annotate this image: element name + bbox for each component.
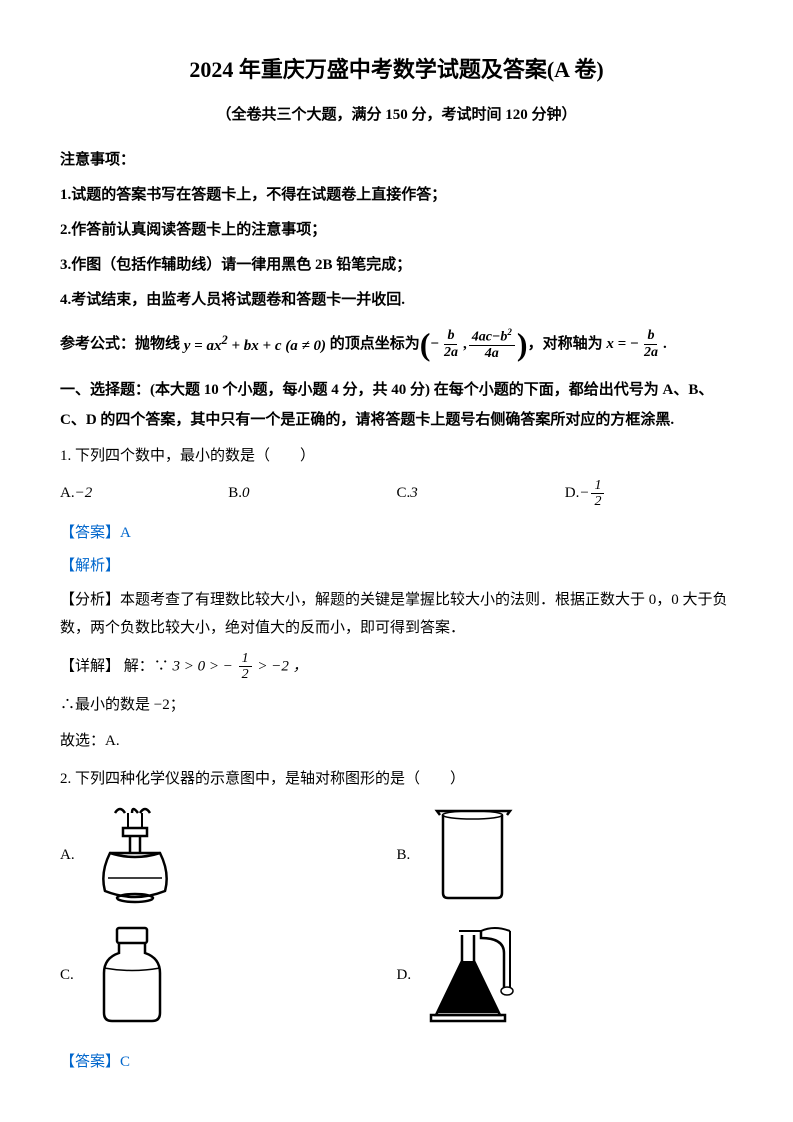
q2-optb-label: B. <box>397 842 411 869</box>
q1-optb-val: 0 <box>242 480 250 507</box>
notice-item-2: 2.作答前认真阅读答题卡上的注意事项； <box>60 217 733 244</box>
q1-optd-den: 2 <box>591 494 604 509</box>
q1-options: A. −2 B. 0 C. 3 D. −12 <box>60 478 733 510</box>
notice-item-1: 1.试题的答案书写在答题卡上，不得在试题卷上直接作答； <box>60 182 733 209</box>
q1-detail: 【详解】 解：∵ 3 > 0 > − 12 > −2 ， <box>60 651 733 683</box>
formula-mid2: ，对称轴为 <box>528 331 603 358</box>
q1-opta-val: −2 <box>75 480 93 507</box>
q1-conclusion: ∴最小的数是 −2； <box>60 691 733 720</box>
q1-analysis: 【分析】本题考查了有理数比较大小，解题的关键是掌握比较大小的法则．根据正数大于 … <box>60 586 733 643</box>
formula-equation: y = ax2 + bx + c (a ≠ 0) <box>180 329 330 360</box>
q1-option-b: B. 0 <box>228 478 396 510</box>
q1-choice: 故选：A. <box>60 727 733 756</box>
q2-optc-label: C. <box>60 962 74 989</box>
q2-option-c: C. <box>60 923 397 1028</box>
notice-item-3: 3.作图（包括作辅助线）请一律用黑色 2B 铅笔完成； <box>60 252 733 279</box>
q1-optd-val: − <box>579 480 589 507</box>
q1-text: 1. 下列四个数中，最小的数是（ ） <box>60 443 733 470</box>
q1-optc-val: 3 <box>410 480 418 507</box>
q2-optd-label: D. <box>397 962 412 989</box>
formula-axis-frac: b 2a <box>641 328 661 360</box>
q1-analysis-text: 本题考查了有理数比较大小，解题的关键是掌握比较大小的法则．根据正数大于 0，0 … <box>60 592 728 637</box>
notice-item-4: 4.考试结束，由监考人员将试题卷和答题卡一并收回. <box>60 287 733 314</box>
page-subtitle: （全卷共三个大题，满分 150 分，考试时间 120 分钟） <box>60 102 733 129</box>
formula-vertex-x: b 2a <box>441 328 461 360</box>
reference-formula: 参考公式：抛物线 y = ax2 + bx + c (a ≠ 0) 的顶点坐标为… <box>60 328 733 361</box>
q2-opta-label: A. <box>60 842 75 869</box>
q1-detail-math: 3 > 0 > − <box>173 658 233 674</box>
alcohol-lamp-icon <box>90 803 190 908</box>
formula-prefix: 参考公式：抛物线 <box>60 331 180 358</box>
q1-answer-val: A <box>120 525 131 541</box>
paren-right: ) <box>517 332 528 358</box>
paren-left: ( <box>420 332 431 358</box>
q1-analysis-tag: 【分析】 <box>60 592 120 608</box>
vertex-y-den: 4a <box>482 346 502 361</box>
notice-heading: 注意事项： <box>60 147 733 174</box>
q1-option-a: A. −2 <box>60 478 228 510</box>
q2-option-a: A. <box>60 803 397 908</box>
q1-answer: 【答案】A <box>60 520 733 547</box>
q2-option-d: D. <box>397 923 734 1028</box>
q2-text: 2. 下列四种化学仪器的示意图中，是轴对称图形的是（ ） <box>60 766 733 793</box>
vertex-y-num: 4ac−b2 <box>469 328 515 346</box>
formula-vertex-y: 4ac−b2 4a <box>469 328 515 361</box>
page-title: 2024 年重庆万盛中考数学试题及答案(A 卷) <box>60 50 733 90</box>
q1-detail-suffix: > −2 ， <box>257 658 307 674</box>
q1-detail-tag: 【详解】 <box>60 658 120 674</box>
axis-den: 2a <box>641 345 661 360</box>
question-1: 1. 下列四个数中，最小的数是（ ） A. −2 B. 0 C. 3 D. −1… <box>60 443 733 756</box>
vertex-x-num: b <box>444 328 457 344</box>
q2-answer-label: 【答案】 <box>60 1054 120 1070</box>
q2-answer-val: C <box>120 1054 130 1070</box>
q2-option-b: B. <box>397 803 734 908</box>
section-1-heading: 一、选择题：(本大题 10 个小题，每小题 4 分，共 40 分) 在每个小题的… <box>60 375 733 435</box>
question-2: 2. 下列四种化学仪器的示意图中，是轴对称图形的是（ ） A. B. <box>60 766 733 1076</box>
q1-detail-den: 2 <box>239 667 252 682</box>
q2-answer: 【答案】C <box>60 1049 733 1076</box>
formula-comma: , <box>463 331 467 358</box>
formula-end: . <box>663 331 667 358</box>
q1-optd-num: 1 <box>591 478 604 494</box>
q1-option-c: C. 3 <box>397 478 565 510</box>
q1-option-d: D. −12 <box>565 478 733 510</box>
q1-detail-num: 1 <box>239 651 252 667</box>
axis-num: b <box>644 328 657 344</box>
flask-with-tube-icon <box>426 923 536 1028</box>
q1-answer-label: 【答案】 <box>60 525 120 541</box>
q2-options: A. B. <box>60 803 733 1043</box>
q1-analysis-label: 【解析】 <box>60 553 733 580</box>
formula-vertex-x-sign: − <box>430 331 439 358</box>
formula-mid1: 的顶点坐标为 <box>330 331 420 358</box>
vertex-x-den: 2a <box>441 345 461 360</box>
formula-axis: x = − <box>603 331 639 358</box>
beaker-icon <box>425 803 525 908</box>
q1-detail-prefix: 解：∵ <box>124 658 169 674</box>
bottle-icon <box>89 923 179 1028</box>
